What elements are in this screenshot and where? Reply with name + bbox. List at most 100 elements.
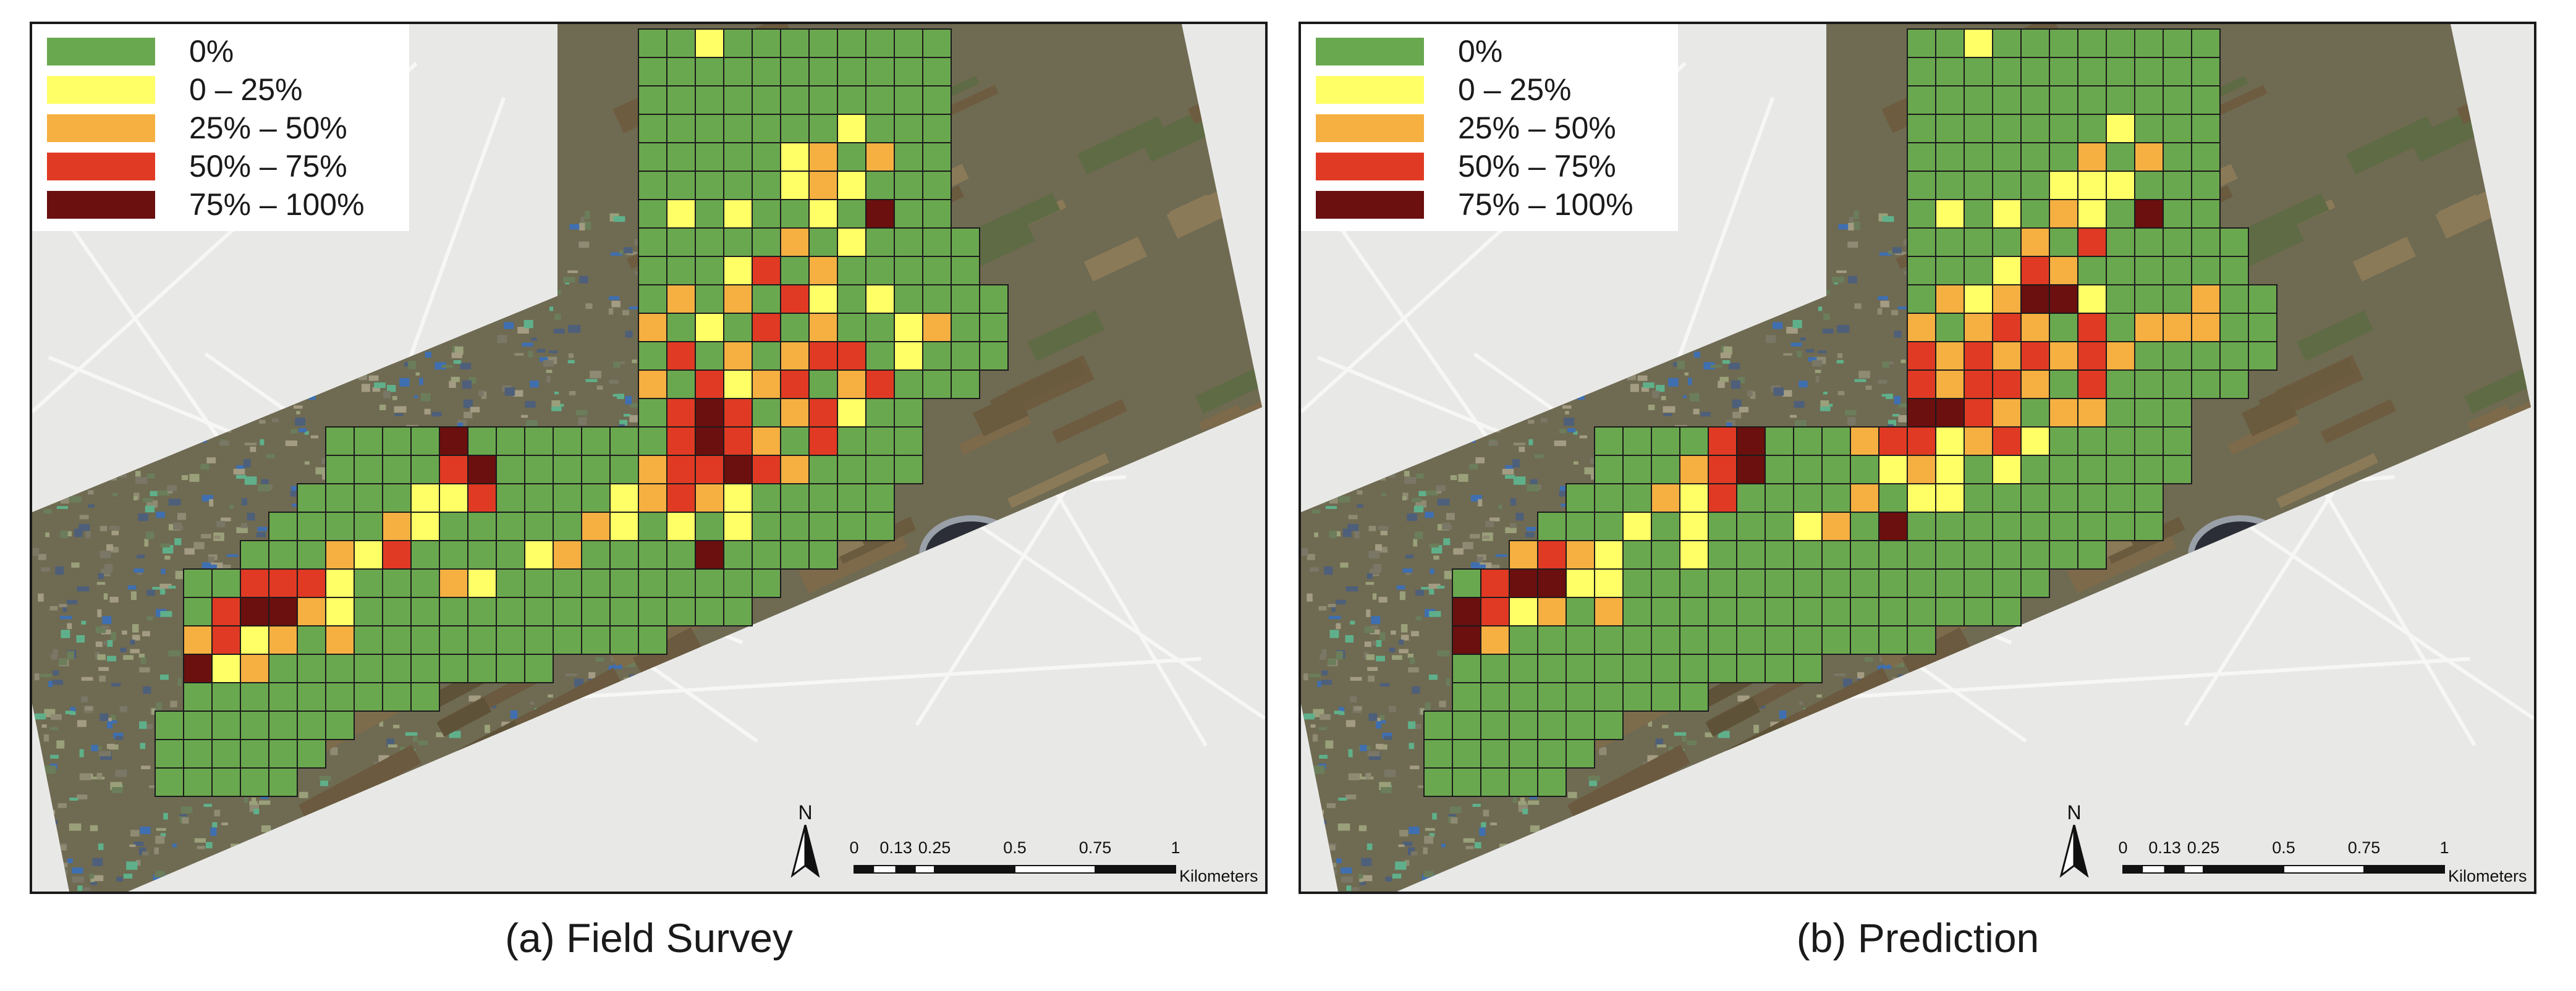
grid-cell — [268, 682, 298, 712]
grid-cell — [1708, 483, 1737, 513]
grid-cell — [1992, 57, 2022, 86]
grid-cell — [609, 597, 639, 626]
grid-cell — [2191, 284, 2221, 314]
grid-cell — [382, 654, 412, 683]
grid-cell — [1765, 426, 1794, 456]
grid-cell — [894, 114, 923, 143]
grid-cell — [1594, 654, 1624, 683]
grid-cell — [723, 57, 753, 86]
grid-cell — [723, 28, 753, 58]
grid-cell — [410, 455, 440, 484]
grid-cell — [1907, 142, 1936, 172]
map-panel-prediction: 0% 0 – 25% 25% – 50% 50% – 75% 75% – 100% N … — [1299, 22, 2536, 894]
grid-cell — [1622, 455, 1652, 484]
grid-cell — [609, 625, 639, 655]
grid-cell — [894, 28, 923, 58]
grid-cell — [1907, 455, 1936, 484]
grid-cell — [297, 568, 326, 598]
scale-tick-label: 0.75 — [1078, 838, 1112, 857]
grid-cell — [1992, 512, 2022, 541]
grid-cell — [354, 512, 383, 541]
grid-cell — [2191, 142, 2221, 172]
grid-cell — [808, 426, 838, 456]
grid-cell — [325, 597, 355, 626]
grid-cell — [894, 85, 923, 115]
grid-cell — [1907, 369, 1936, 399]
grid-cell — [922, 199, 952, 229]
grid-cell — [894, 426, 923, 456]
grid-cell — [1964, 284, 1993, 314]
grid-cell — [1935, 568, 1965, 598]
scale-tick-label: 0.13 — [879, 838, 912, 857]
grid-cell — [410, 597, 440, 626]
grid-cell — [1736, 654, 1766, 683]
grid-cell — [268, 625, 298, 655]
grid-cell — [922, 369, 952, 399]
legend-item: 50% – 75% — [1316, 150, 1616, 182]
grid-cell — [780, 455, 810, 484]
grid-cell — [581, 455, 611, 484]
grid-cell — [2248, 284, 2277, 314]
grid-cell — [2077, 512, 2107, 541]
grid-cell — [1708, 625, 1737, 655]
grid-cell — [297, 540, 326, 570]
grid-cell — [183, 739, 213, 769]
grid-cell — [1736, 426, 1766, 456]
grid-cell — [2049, 512, 2078, 541]
legend-label: 0 – 25% — [189, 72, 303, 107]
scale-unit-label: Kilometers — [1179, 867, 1258, 885]
grid-cell — [1708, 654, 1737, 683]
legend-label: 50% – 75% — [189, 149, 347, 183]
grid-cell — [183, 654, 213, 683]
grid-cell — [1537, 512, 1567, 541]
grid-cell — [752, 426, 781, 456]
grid-cell — [382, 597, 412, 626]
grid-cell — [922, 227, 952, 257]
grid-cell — [2020, 512, 2050, 541]
grid-cell — [1566, 568, 1595, 598]
grid-cell — [325, 540, 355, 570]
grid-cell — [553, 568, 582, 598]
grid-cell — [837, 171, 866, 200]
grid-cell — [1907, 540, 1936, 570]
scale-tick-label: 0.5 — [2272, 838, 2295, 857]
grid-cell — [410, 654, 440, 683]
grid-cell — [553, 540, 582, 570]
grid-cell — [780, 540, 810, 570]
grid-cell — [894, 227, 923, 257]
north-arrow-letter: N — [798, 801, 813, 824]
grid-cell — [2049, 199, 2078, 229]
grid-cell — [1964, 426, 1993, 456]
grid-cell — [2049, 28, 2078, 58]
grid-cell — [439, 654, 468, 683]
grid-cell — [354, 426, 383, 456]
grid-cell — [1736, 512, 1766, 541]
grid-cell — [1850, 540, 1879, 570]
grid-cell — [666, 199, 696, 229]
grid-cell — [1964, 483, 1993, 513]
grid-cell — [638, 171, 667, 200]
grid-cell — [894, 171, 923, 200]
grid-cell — [581, 426, 611, 456]
scale-bar: 0 0.13 0.25 0.5 0.75 1 Kilometers — [848, 838, 1265, 888]
grid-cell — [2134, 227, 2164, 257]
legend-swatch — [47, 152, 155, 180]
grid-cell — [2020, 568, 2050, 598]
grid-cell — [1964, 341, 1993, 371]
grid-cell — [2049, 540, 2078, 570]
grid-cell — [410, 625, 440, 655]
grid-cell — [666, 512, 696, 541]
grid-cell — [2077, 483, 2107, 513]
grid-cell — [837, 313, 866, 342]
grid-cell — [922, 171, 952, 200]
grid-cell — [723, 284, 753, 314]
grid-cell — [1651, 512, 1680, 541]
grid-cell — [837, 28, 866, 58]
grid-cell — [1907, 512, 1936, 541]
grid-cell — [2106, 426, 2135, 456]
legend-item: 50% – 75% — [47, 150, 347, 182]
grid-cell — [410, 540, 440, 570]
grid-cell — [1878, 426, 1908, 456]
grid-cell — [240, 568, 269, 598]
grid-cell — [752, 398, 781, 428]
